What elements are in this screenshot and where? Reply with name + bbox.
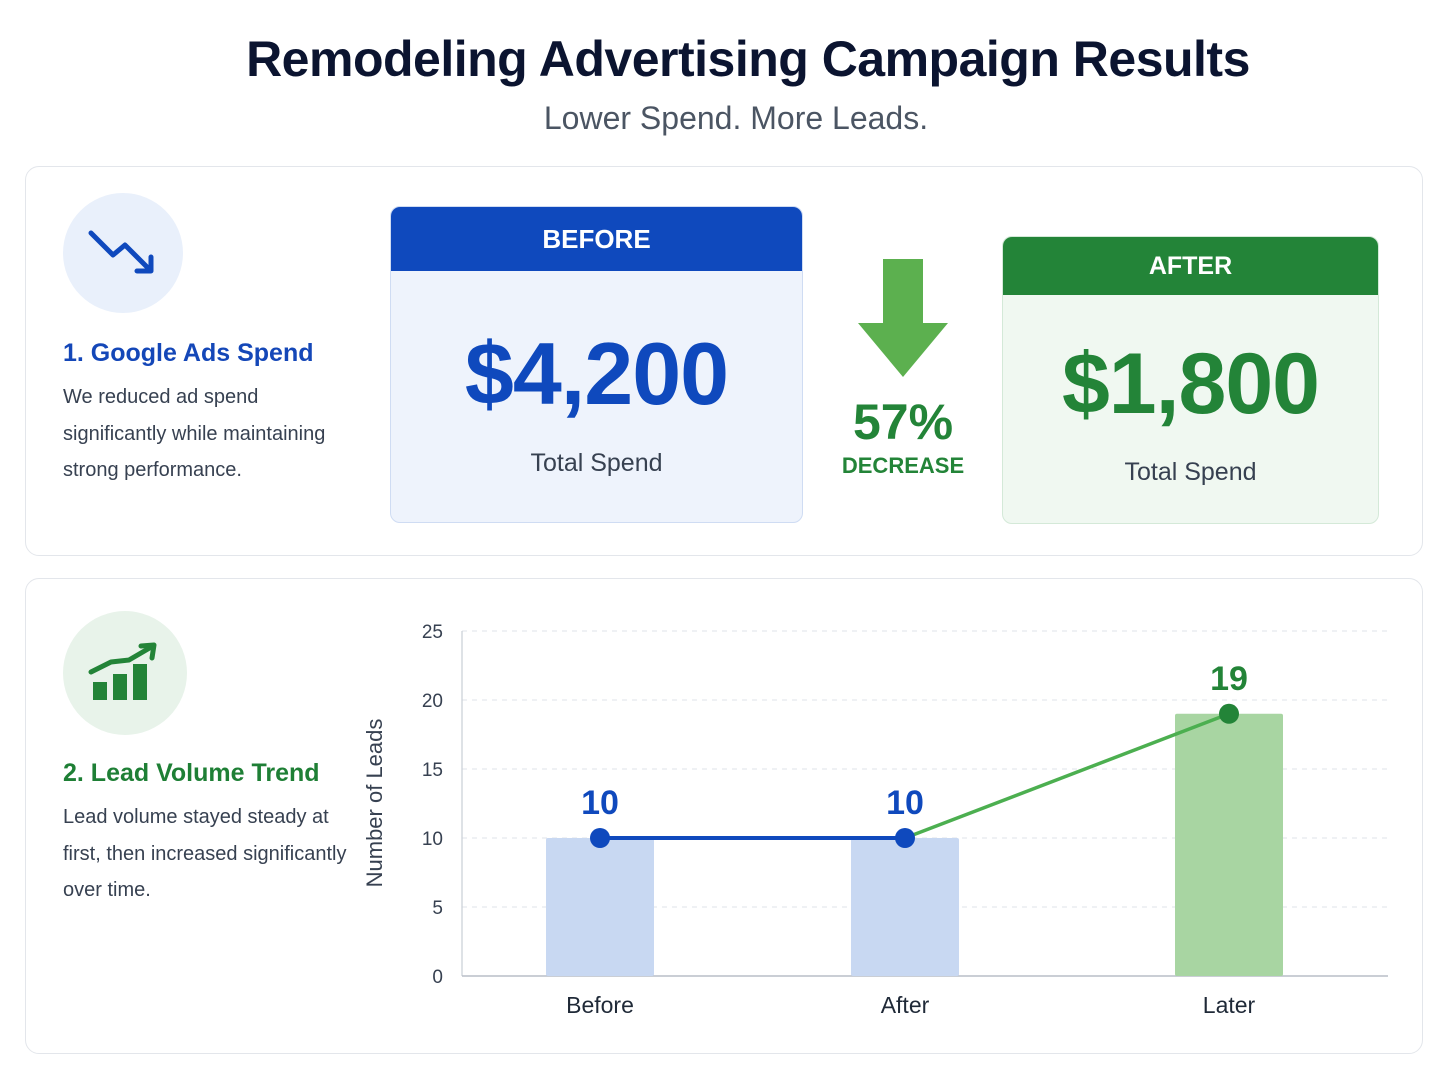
before-spend-caption: Total Spend <box>530 449 663 477</box>
before-spend-card: BEFORE $4,200 Total Spend <box>390 206 803 523</box>
decrease-percent: 57% <box>852 394 954 450</box>
before-card-header: BEFORE <box>391 207 802 271</box>
before-spend-value: $4,200 <box>464 324 729 423</box>
page-title: Remodeling Advertising Campaign Results <box>246 31 1250 87</box>
leads-section-description: Lead volume stayed steady at first, then… <box>63 806 347 901</box>
page-subtitle: Lower Spend. More Leads. <box>543 100 929 136</box>
leads-section-title: 2. Lead Volume Trend <box>63 759 320 787</box>
after-spend-card: AFTER $1,800 Total Spend <box>1002 236 1379 524</box>
down-arrow-icon <box>858 259 948 377</box>
after-card-header: AFTER <box>1003 237 1378 295</box>
decrease-label: DECREASE <box>841 453 965 478</box>
after-spend-value: $1,800 <box>1061 336 1320 432</box>
spend-section-title: 1. Google Ads Spend <box>63 339 314 367</box>
bar-chart-growth-icon <box>63 611 187 735</box>
spend-section-description: We reduced ad spend significantly while … <box>63 386 326 481</box>
spend-panel: 1. Google Ads Spend We reduced ad spend … <box>25 166 1423 556</box>
after-spend-caption: Total Spend <box>1124 458 1257 486</box>
trending-down-icon <box>63 193 183 313</box>
leads-panel: 2. Lead Volume Trend Lead volume stayed … <box>25 578 1423 1054</box>
